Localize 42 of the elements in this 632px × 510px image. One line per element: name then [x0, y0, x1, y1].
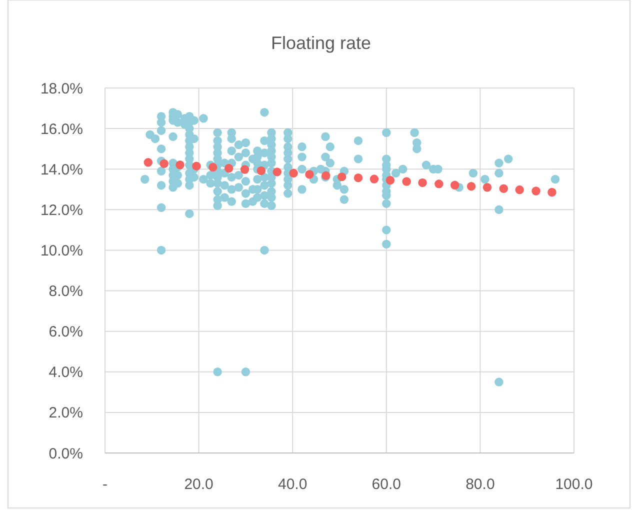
point	[256, 166, 266, 176]
point	[305, 170, 314, 179]
y-tick-label: 10.0%	[40, 242, 83, 260]
point	[434, 180, 444, 188]
x-tick-label: 40.0	[278, 476, 308, 493]
y-tick-label: 14.0%	[40, 161, 83, 178]
point	[499, 184, 508, 193]
point	[418, 178, 427, 188]
point	[208, 162, 218, 172]
y-tick-label: 4.0%	[48, 364, 83, 382]
point	[144, 158, 153, 167]
point	[240, 165, 250, 174]
point	[224, 164, 234, 173]
x-tick-label: -	[102, 476, 108, 493]
x-tick-label: 100.0	[555, 476, 593, 493]
point	[289, 168, 298, 178]
point	[354, 173, 363, 182]
point	[386, 176, 395, 185]
point	[160, 159, 168, 168]
y-tick-label: 0.0%	[48, 445, 83, 462]
point	[176, 160, 184, 170]
x-tick-label: 20.0	[184, 476, 214, 493]
chart-title: Floating rate	[270, 33, 372, 53]
point	[548, 188, 556, 197]
point	[272, 168, 282, 176]
point	[192, 162, 201, 170]
y-tick-label: 12.0%	[40, 202, 83, 219]
point	[370, 174, 379, 184]
y-tick-label: 6.0%	[48, 324, 83, 341]
x-tick-label: 60.0	[372, 476, 401, 493]
point	[402, 177, 411, 186]
point	[532, 186, 540, 196]
y-tick-label: 16.0%	[40, 120, 83, 138]
point	[337, 172, 346, 182]
point	[482, 183, 492, 192]
point	[450, 180, 460, 190]
point	[466, 182, 476, 191]
x-tick-label: 80.0	[466, 476, 495, 493]
y-tick-label: 8.0%	[48, 283, 83, 300]
y-tick-label: 18.0%	[40, 80, 83, 98]
point	[515, 185, 524, 194]
y-tick-label: 2.0%	[48, 404, 83, 422]
